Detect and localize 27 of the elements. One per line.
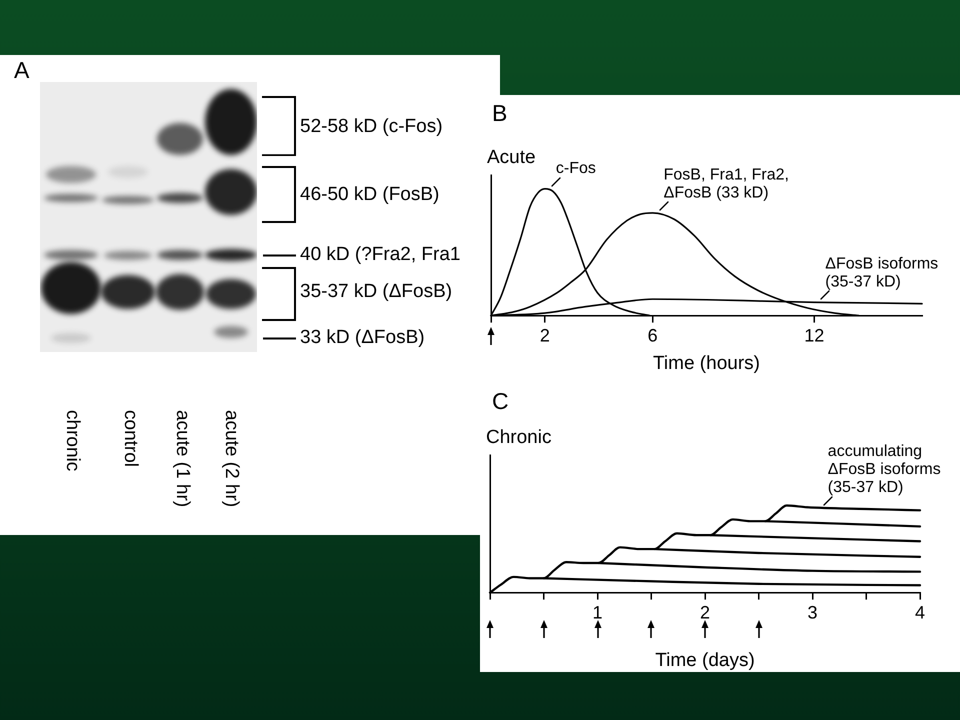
series-label: FosB, Fra1, Fra2, ΔFosB (33 kD) xyxy=(664,166,789,202)
series-label: ΔFosB isoforms (35-37 kD) xyxy=(825,256,938,291)
text: A xyxy=(14,57,30,83)
x-tick-label: 3 xyxy=(807,602,818,622)
text: acute (1 hr) xyxy=(172,410,193,508)
text: acute (2 hr) xyxy=(221,410,242,508)
x-tick-label: 4 xyxy=(914,602,926,622)
text: 52-58 kD (c-Fos) xyxy=(300,116,443,137)
x-axis-title: Time (hours) xyxy=(653,352,760,374)
text: 33 kD (ΔFosB) xyxy=(300,327,425,348)
x-tick-label: 2 xyxy=(540,325,550,346)
text: control xyxy=(120,410,141,468)
chart-title: B xyxy=(492,100,508,126)
x-tick-label: 1 xyxy=(592,602,603,622)
text: 46-50 kD (FosB) xyxy=(300,184,440,205)
x-axis-title: Time (days) xyxy=(655,650,755,671)
y-axis-title: Acute xyxy=(487,147,536,168)
chart-title: C xyxy=(492,388,509,414)
text: chronic xyxy=(62,410,83,472)
x-tick-label: 6 xyxy=(648,325,658,346)
y-axis-title: Chronic xyxy=(486,427,552,448)
series-label: c-Fos xyxy=(556,160,596,178)
text: 35-37 kD (ΔFosB) xyxy=(300,280,452,302)
x-tick-label: 12 xyxy=(804,325,824,346)
x-tick-label: 2 xyxy=(700,602,710,622)
series-label: accumulating ΔFosB isoforms (35-37 kD) xyxy=(828,442,941,496)
text: 40 kD (?Fra2, Fra1 xyxy=(300,244,460,265)
